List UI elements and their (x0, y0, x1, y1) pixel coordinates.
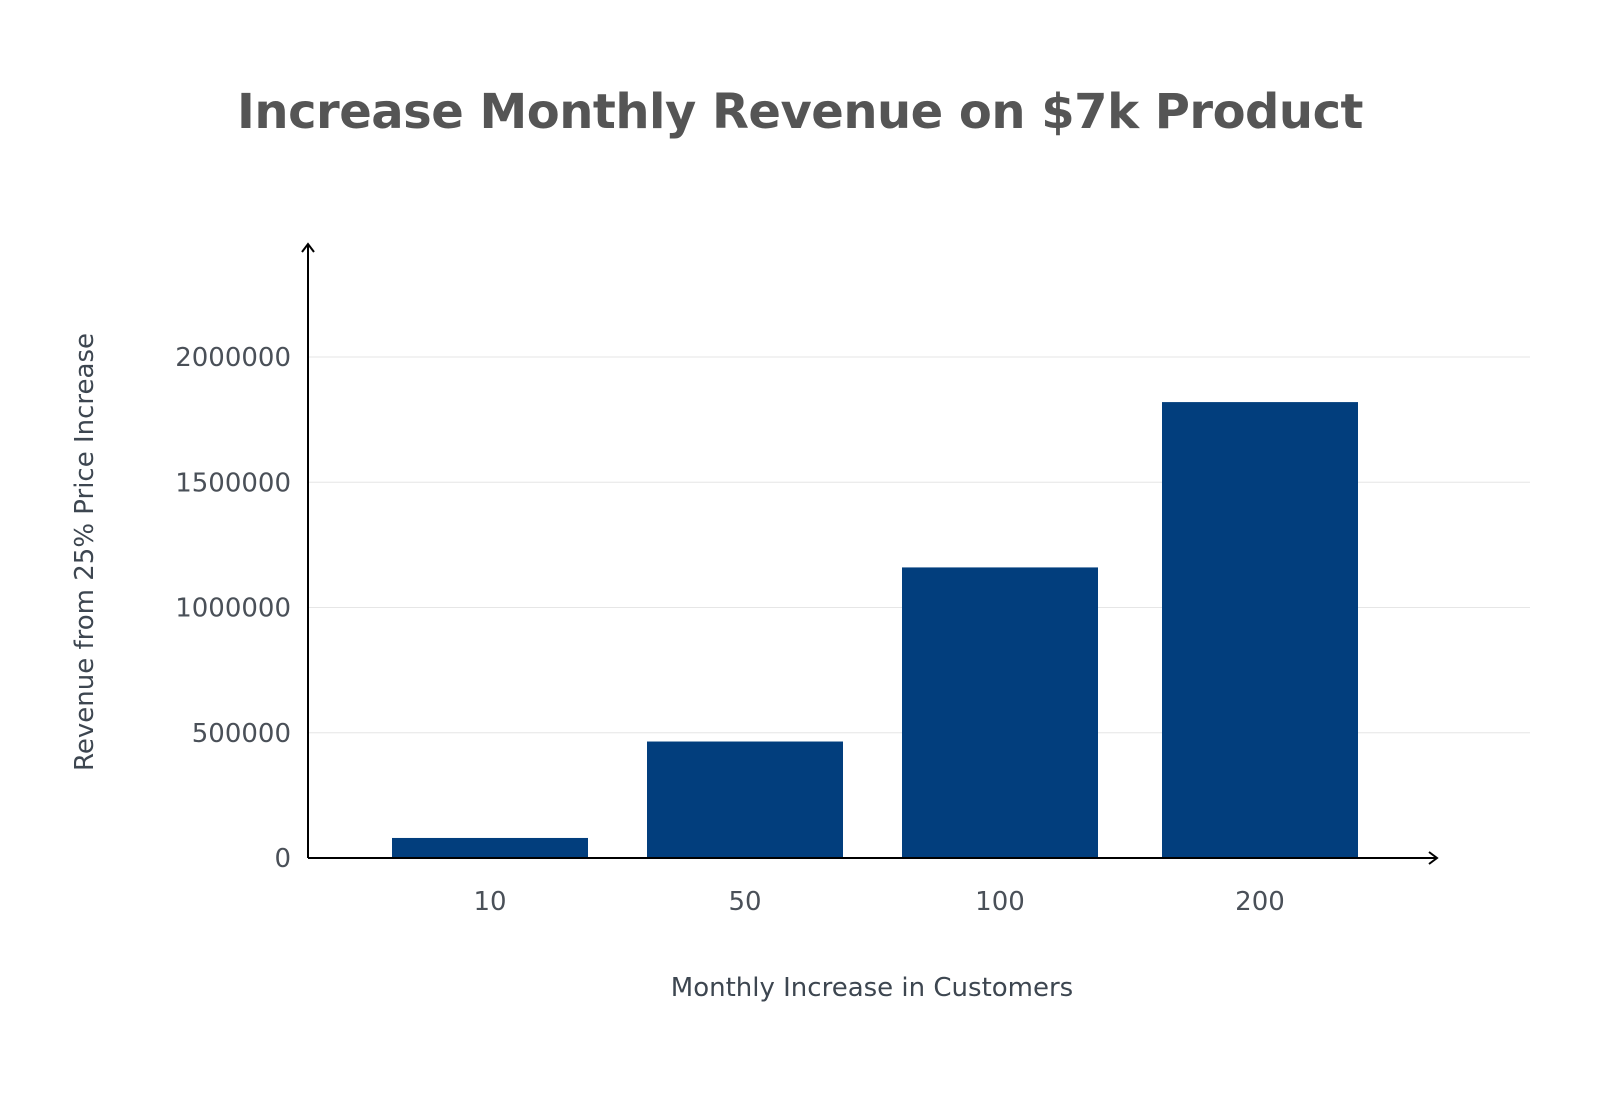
x-tick-label: 10 (473, 887, 506, 917)
bar (902, 567, 1098, 858)
bar (392, 837, 588, 858)
y-tick-label: 0 (274, 844, 291, 874)
x-tick-label: 50 (728, 887, 761, 917)
y-tick-label: 1500000 (175, 468, 291, 498)
x-axis-arrow (1428, 851, 1439, 865)
x-tick-label: 100 (975, 887, 1025, 917)
x-tick-label: 200 (1235, 887, 1285, 917)
chart-title: Increase Monthly Revenue on $7k Product (237, 84, 1363, 140)
x-tick-labels: 10 50 100 200 (473, 887, 1284, 917)
y-axis-title: Revenue from 25% Price Increase (70, 333, 100, 771)
x-axis-title: Monthly Increase in Customers (671, 973, 1073, 1003)
y-tick-label: 1000000 (175, 594, 291, 624)
bars (392, 402, 1358, 858)
y-tick-label: 2000000 (175, 343, 291, 373)
bar (647, 741, 843, 858)
y-tick-labels: 0 500000 1000000 1500000 2000000 (175, 343, 291, 874)
y-tick-label: 500000 (192, 719, 291, 749)
bar (1162, 402, 1358, 858)
y-axis-arrow (301, 242, 315, 253)
axes (301, 242, 1439, 865)
